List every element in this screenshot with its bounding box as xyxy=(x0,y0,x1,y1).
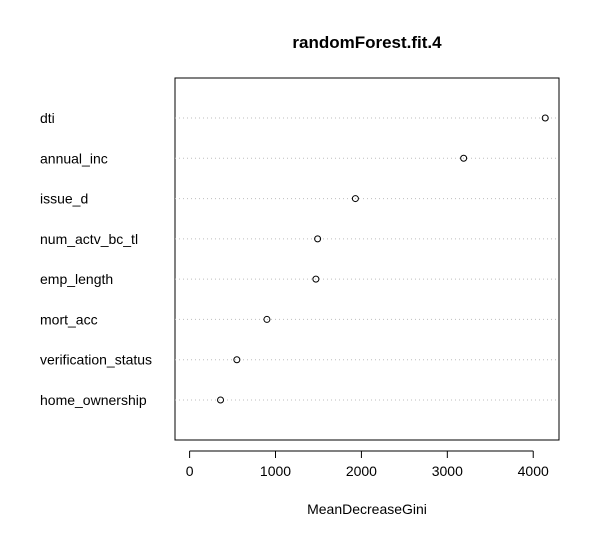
category-label: home_ownership xyxy=(40,392,147,408)
data-point xyxy=(541,114,549,122)
data-point xyxy=(263,315,271,323)
x-axis-label: MeanDecreaseGini xyxy=(307,501,427,517)
data-point xyxy=(233,356,241,364)
x-tick-label: 0 xyxy=(186,463,194,479)
x-tick-label: 4000 xyxy=(518,463,549,479)
category-label: emp_length xyxy=(40,271,113,287)
x-tick-label: 2000 xyxy=(346,463,377,479)
x-tick-label: 1000 xyxy=(260,463,291,479)
data-point xyxy=(312,275,320,283)
data-point xyxy=(351,195,359,203)
category-label: dti xyxy=(40,110,55,126)
category-label: verification_status xyxy=(40,352,152,368)
category-label: annual_inc xyxy=(40,150,108,166)
x-axis: 0 1000 2000 3000 4000 xyxy=(186,450,549,479)
data-point xyxy=(460,154,468,162)
category-label: mort_acc xyxy=(40,311,98,327)
chart-title: randomForest.fit.4 xyxy=(292,33,442,52)
data-point xyxy=(217,396,225,404)
data-point xyxy=(314,235,322,243)
x-tick-label: 3000 xyxy=(432,463,463,479)
plot-frame xyxy=(174,77,560,441)
category-label: num_actv_bc_tl xyxy=(40,231,138,247)
category-label: issue_d xyxy=(40,191,88,207)
rows: dti annual_inc issue_d num_actv_bc_tl emp_le… xyxy=(40,110,559,408)
